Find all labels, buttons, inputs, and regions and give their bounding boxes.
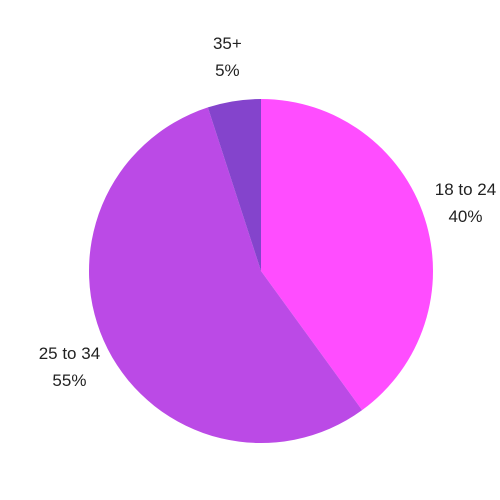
pie-slice [88, 107, 363, 444]
slice-value-label: 55% [52, 371, 86, 390]
slice-label: 18 to 24 [435, 180, 496, 199]
slice-value-label: 40% [448, 207, 482, 226]
slice-label: 35+ [213, 34, 242, 53]
slice-label: 25 to 34 [39, 344, 100, 363]
pie-slice [261, 99, 433, 411]
pie-slice [207, 99, 261, 271]
slice-value-label: 5% [215, 61, 240, 80]
